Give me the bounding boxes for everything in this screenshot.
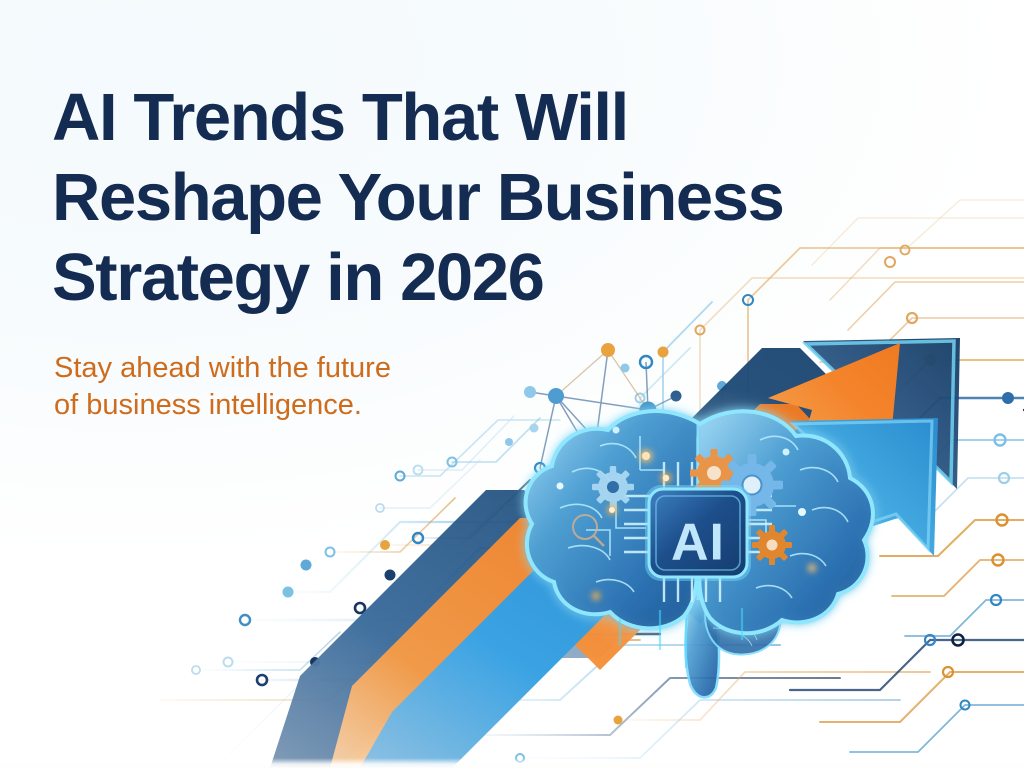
gear-blue-small — [592, 466, 634, 508]
magnifier-icon — [572, 514, 605, 547]
gear-orange-lower — [752, 525, 792, 565]
bottom-edge-strip — [0, 758, 1024, 768]
ai-chip: AI — [645, 485, 751, 581]
ai-chip-label: AI — [671, 514, 725, 572]
